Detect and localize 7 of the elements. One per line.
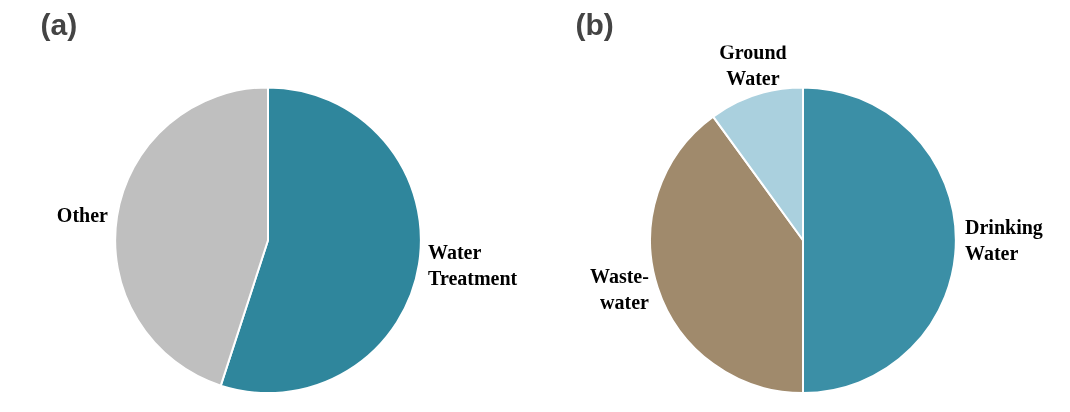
chart-title: (b): [575, 7, 614, 41]
slice-label: Drinking Water: [965, 216, 1043, 265]
slice-label: Ground Water: [719, 40, 787, 90]
slice-label: Water Treatment: [428, 240, 518, 290]
slice-label: Other: [56, 204, 109, 227]
slice-label: Waste-water: [590, 265, 650, 314]
chart-title: (a): [40, 7, 78, 41]
